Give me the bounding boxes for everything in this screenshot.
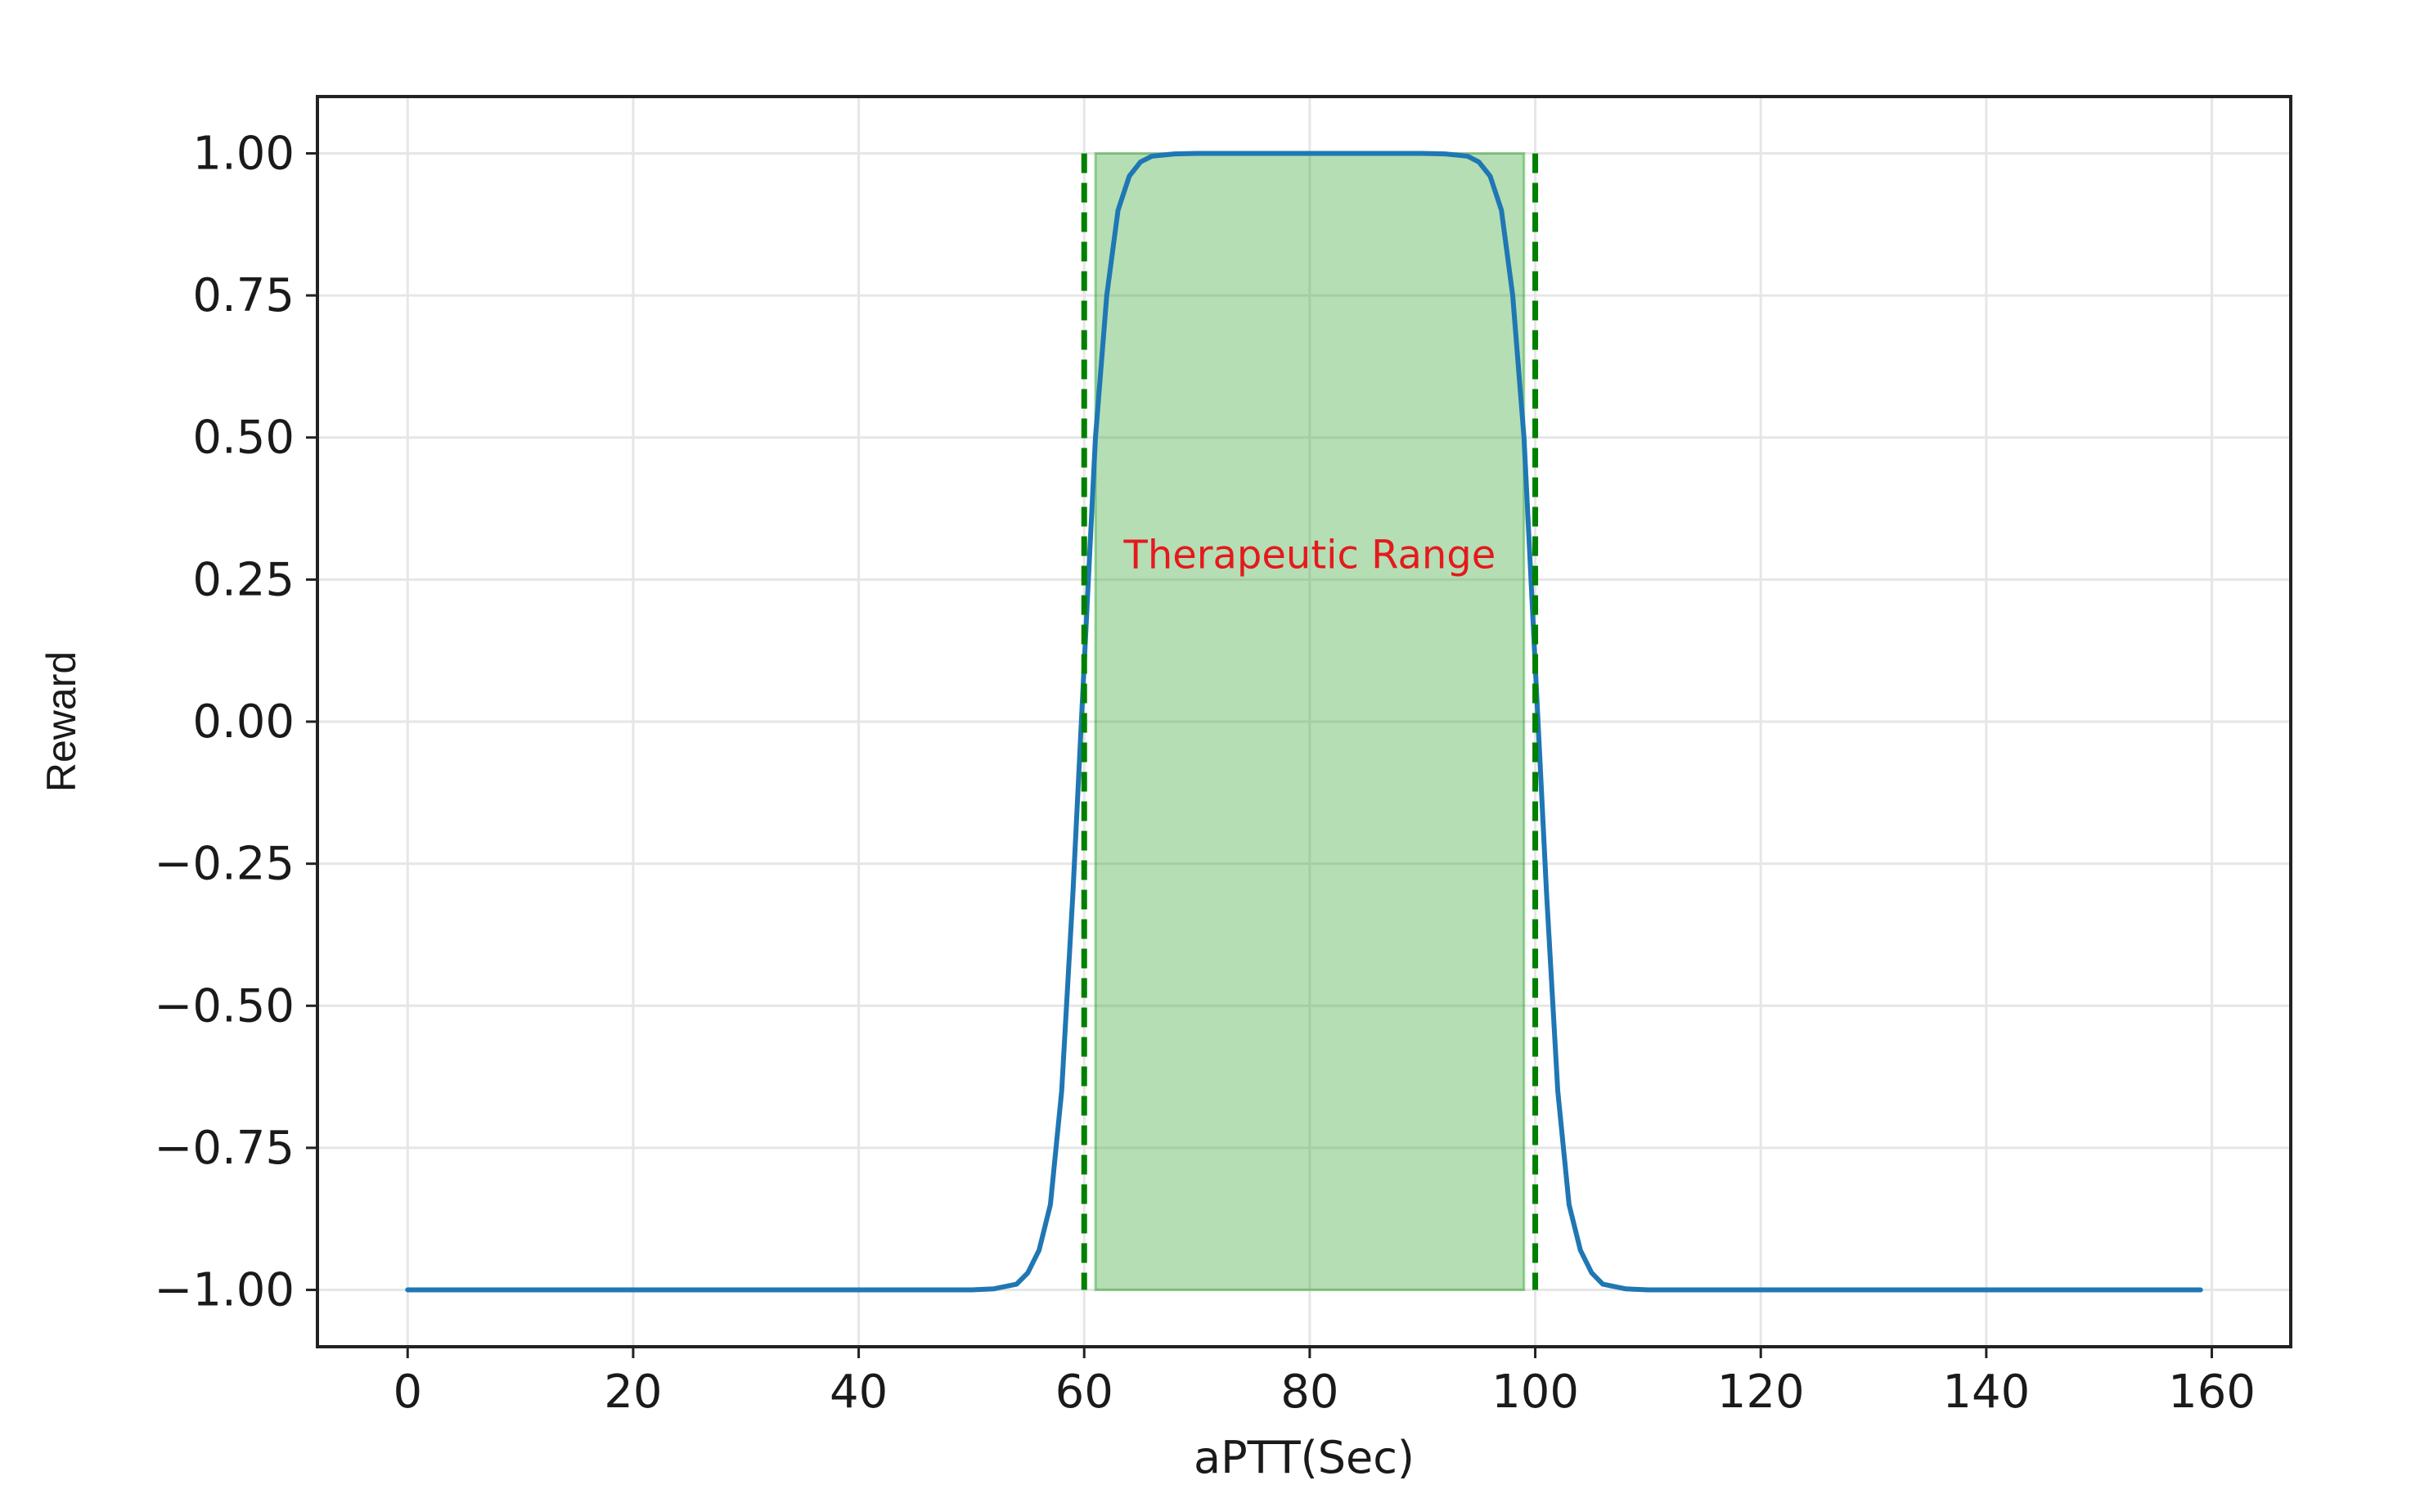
- x-tick-label: 40: [830, 1366, 888, 1419]
- y-tick-label: 0.00: [192, 695, 295, 749]
- therapeutic-range-annotation: Therapeutic Range: [1123, 532, 1496, 578]
- x-axis-label: aPTT(Sec): [1194, 1432, 1415, 1483]
- x-tick-label: 0: [393, 1366, 422, 1419]
- y-tick-label: −0.25: [154, 838, 295, 891]
- y-axis-ticks: 1.00 0.75 0.50 0.25 0.00 −0.25 −0.50 −0.75 −1.00: [154, 127, 317, 1317]
- y-tick-label: −0.75: [154, 1122, 295, 1175]
- y-axis-label: Reward: [38, 651, 84, 792]
- x-tick-label: 140: [1942, 1366, 2030, 1419]
- y-tick-label: −0.50: [154, 979, 295, 1033]
- x-tick-label: 100: [1491, 1366, 1579, 1419]
- y-tick-label: 0.50: [192, 412, 295, 465]
- x-tick-label: 60: [1055, 1366, 1113, 1419]
- range-boundary-lines: [1081, 153, 1539, 1290]
- annotation-layer: Therapeutic Range: [1123, 532, 1496, 578]
- x-tick-label: 80: [1280, 1366, 1338, 1419]
- y-tick-label: −1.00: [154, 1264, 295, 1317]
- x-tick-label: 160: [2168, 1366, 2256, 1419]
- series-lines: [405, 151, 2203, 1293]
- x-tick-label: 20: [604, 1366, 662, 1419]
- y-tick-label: 0.75: [192, 269, 295, 322]
- x-axis-ticks: 0 20 40 60 80 100 120 140 160: [393, 1347, 2256, 1419]
- therapeutic-range-fill: [1094, 151, 1526, 1292]
- y-tick-label: 0.25: [192, 553, 295, 606]
- reward-curve: [405, 151, 2203, 1293]
- y-tick-label: 1.00: [192, 127, 295, 180]
- therapeutic-region: [1094, 151, 1526, 1292]
- x-tick-label: 120: [1717, 1366, 1805, 1419]
